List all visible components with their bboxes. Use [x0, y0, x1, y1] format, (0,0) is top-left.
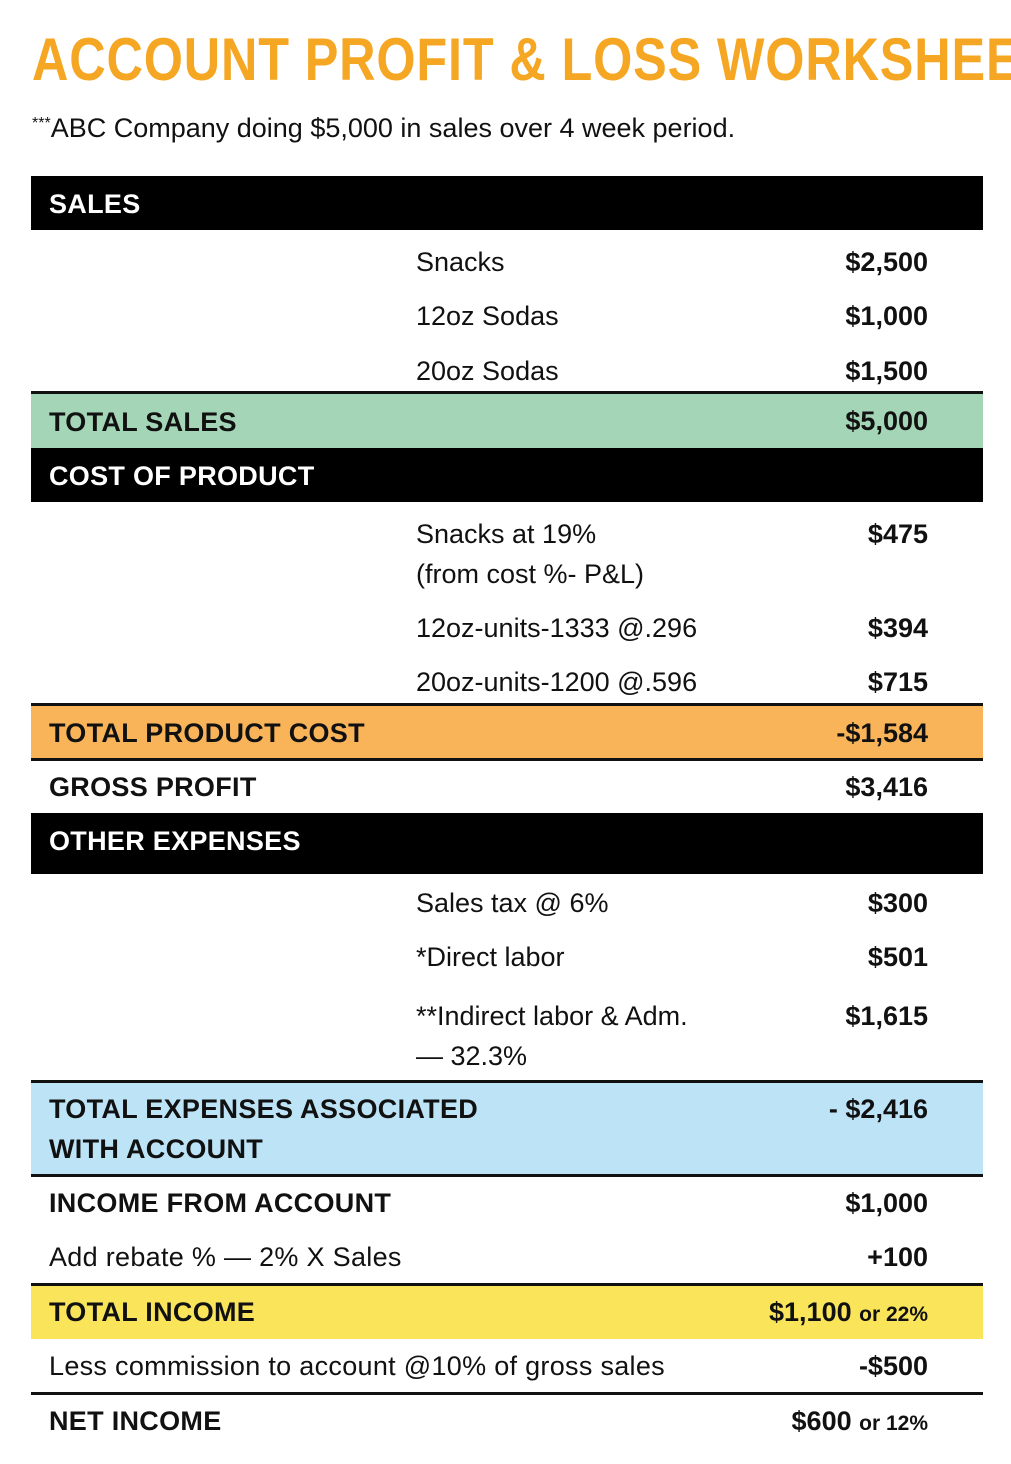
- cost-item-value: $475: [867, 519, 928, 549]
- expenses-header: OTHER EXPENSES: [31, 813, 983, 874]
- gross-profit-row: GROSS PROFIT $3,416: [31, 761, 983, 813]
- rebate-label: Add rebate % — 2% X Sales: [49, 1242, 402, 1272]
- commission-row: Less commission to account @10% of gross…: [31, 1340, 983, 1392]
- page-subtitle: ***ABC Company doing $5,000 in sales ove…: [32, 110, 735, 146]
- income-value: $1,000: [845, 1188, 928, 1218]
- total-sales-value: $5,000: [845, 406, 928, 436]
- expense-item-label: **Indirect labor & Adm.: [416, 1001, 688, 1031]
- cost-item-value: $715: [867, 667, 928, 697]
- sales-item-value: $1,500: [845, 356, 928, 386]
- total-product-cost-value: -$1,584: [836, 718, 928, 748]
- expenses-heading: OTHER EXPENSES: [49, 826, 301, 856]
- sales-item-label: Snacks: [416, 247, 505, 277]
- total-expenses-value: - $2,416: [828, 1094, 928, 1124]
- gross-profit-label: GROSS PROFIT: [49, 772, 257, 802]
- total-expenses-row: TOTAL EXPENSES ASSOCIATED WITH ACCOUNT -…: [31, 1083, 983, 1174]
- net-income-value: $600 or 12%: [792, 1401, 928, 1444]
- sales-item-label: 12oz Sodas: [416, 301, 559, 331]
- divider: [31, 1392, 983, 1395]
- net-income-row: NET INCOME $600 or 12%: [31, 1395, 983, 1449]
- divider: [31, 758, 983, 761]
- page-title: ACCOUNT PROFIT & LOSS WORKSHEET: [32, 26, 1011, 93]
- sales-header: SALES: [31, 176, 983, 230]
- sales-item-row: 20oz Sodas $1,500: [31, 340, 983, 392]
- expense-item-row: *Direct labor $501: [31, 930, 983, 984]
- expense-item-row: **Indirect labor & Adm. — 32.3% $1,615: [31, 984, 983, 1080]
- total-sales-row: TOTAL SALES $5,000: [31, 394, 983, 448]
- subtitle-text: ABC Company doing $5,000 in sales over 4…: [50, 113, 736, 143]
- expense-item-label: *Direct labor: [416, 942, 565, 972]
- commission-label: Less commission to account @10% of gross…: [49, 1351, 665, 1381]
- expense-item-value: $300: [867, 888, 928, 918]
- total-income-label: TOTAL INCOME: [49, 1297, 256, 1327]
- divider: [31, 1080, 983, 1083]
- cost-item-row: 20oz-units-1200 @.596 $715: [31, 651, 983, 703]
- expense-item-row: Sales tax @ 6% $300: [31, 876, 983, 930]
- cost-item-label-line2: (from cost %- P&L): [416, 559, 645, 589]
- cost-item-value: $394: [867, 613, 928, 643]
- divider: [31, 703, 983, 706]
- cost-item-row: Snacks at 19% (from cost %- P&L) $475: [31, 503, 983, 597]
- income-row: INCOME FROM ACCOUNT $1,000: [31, 1177, 983, 1231]
- cost-item-row: 12oz-units-1333 @.296 $394: [31, 597, 983, 651]
- divider: [31, 391, 983, 394]
- note-marker: ***: [32, 115, 51, 132]
- cost-item-label: 20oz-units-1200 @.596: [416, 667, 698, 697]
- sales-heading: SALES: [49, 189, 141, 219]
- sales-item-label: 20oz Sodas: [416, 356, 559, 386]
- cost-heading: COST OF PRODUCT: [49, 461, 315, 491]
- total-sales-label: TOTAL SALES: [49, 407, 237, 437]
- divider: [31, 1283, 983, 1286]
- sales-item-row: 12oz Sodas $1,000: [31, 285, 983, 339]
- total-income-value: $1,100 or 22%: [769, 1292, 928, 1335]
- sales-item-row: Snacks $2,500: [31, 231, 983, 285]
- total-income-row: TOTAL INCOME $1,100 or 22%: [31, 1286, 983, 1339]
- cost-header: COST OF PRODUCT: [31, 448, 983, 502]
- total-product-cost-label: TOTAL PRODUCT COST: [49, 718, 365, 748]
- expense-item-value: $1,615: [845, 1001, 928, 1031]
- expense-item-label-line2: — 32.3%: [416, 1041, 528, 1071]
- total-income-percent: or 22%: [859, 1303, 928, 1326]
- total-product-cost-row: TOTAL PRODUCT COST -$1,584: [31, 706, 983, 758]
- net-income-amount: $600: [791, 1406, 852, 1436]
- sales-item-value: $2,500: [845, 247, 928, 277]
- cost-item-label: Snacks at 19%: [416, 519, 597, 549]
- total-expenses-label-line2: WITH ACCOUNT: [49, 1134, 264, 1164]
- income-label: INCOME FROM ACCOUNT: [49, 1188, 392, 1218]
- divider: [31, 1174, 983, 1177]
- gross-profit-value: $3,416: [845, 772, 928, 802]
- total-income-amount: $1,100: [769, 1297, 852, 1327]
- cost-item-label: 12oz-units-1333 @.296: [416, 613, 698, 643]
- expense-item-label: Sales tax @ 6%: [416, 888, 609, 918]
- net-income-percent: or 12%: [859, 1412, 928, 1435]
- net-income-label: NET INCOME: [49, 1406, 222, 1436]
- commission-value: -$500: [858, 1351, 928, 1381]
- sales-item-value: $1,000: [845, 301, 928, 331]
- expense-item-value: $501: [867, 942, 928, 972]
- total-expenses-label: TOTAL EXPENSES ASSOCIATED: [49, 1094, 479, 1124]
- rebate-value: +100: [867, 1242, 928, 1272]
- rebate-row: Add rebate % — 2% X Sales +100: [31, 1231, 983, 1283]
